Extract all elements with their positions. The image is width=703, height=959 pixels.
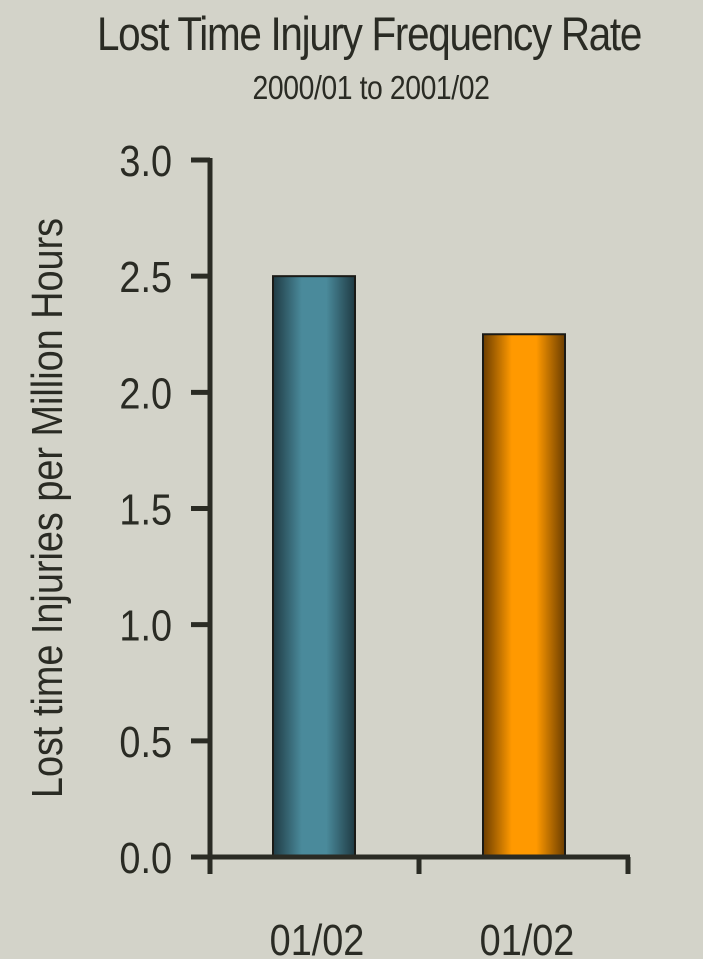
y-tick-label: 0.5 xyxy=(119,717,172,766)
bar xyxy=(482,333,566,858)
x-tick-label: 01/02 xyxy=(480,915,575,959)
bars xyxy=(272,275,566,858)
y-tick-label: 0.0 xyxy=(119,833,172,882)
axes xyxy=(207,158,631,874)
chart-title: Lost Time Injury Frequency Rate xyxy=(96,7,642,60)
y-tick-label: 1.5 xyxy=(119,485,172,534)
y-tick-label: 2.5 xyxy=(119,252,172,301)
chart-subtitle: 2000/01 to 2001/02 xyxy=(252,69,490,106)
y-tick-label: 1.0 xyxy=(119,601,172,650)
y-tick-label: 2.0 xyxy=(119,369,172,418)
y-tick-label: 3.0 xyxy=(119,136,172,185)
y-axis-title: Lost time Injuries per Million Hours xyxy=(22,218,71,798)
x-axis-labels: 01/02 01/02 xyxy=(270,915,575,959)
bar xyxy=(272,275,356,858)
x-tick-label: 01/02 xyxy=(270,915,365,959)
y-axis-ticks: 0.0 0.5 1.0 1.5 2.0 2.5 3.0 xyxy=(119,136,210,883)
